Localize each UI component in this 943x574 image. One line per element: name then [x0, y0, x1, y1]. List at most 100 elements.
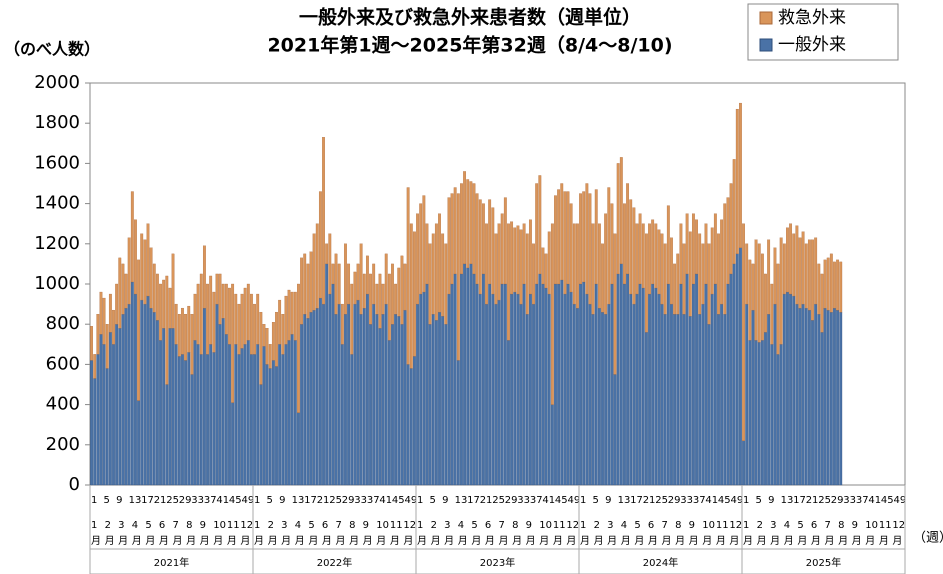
x-tick-label: 41 [379, 495, 392, 506]
bar-segment [695, 273, 698, 486]
bar-segment [811, 239, 814, 321]
bar-segment [804, 243, 808, 309]
bar-segment [610, 203, 614, 285]
x-tick-label: 17 [467, 495, 480, 506]
bar-segment [90, 326, 93, 361]
bar-segment [347, 263, 351, 305]
bar-segment [635, 223, 639, 295]
bar-segment [469, 181, 473, 265]
bar-segment [334, 313, 338, 486]
bar-segment [419, 203, 423, 295]
bar-segment [284, 295, 288, 345]
bar-segment [337, 263, 341, 305]
bar-segment [174, 303, 178, 345]
bar-segment [171, 253, 175, 329]
bar-segment [701, 303, 705, 486]
bar-segment [140, 299, 144, 486]
bar-segment [259, 384, 263, 486]
x-tick-label: 9 [605, 495, 611, 506]
bar-segment [115, 324, 119, 486]
bar-segment [713, 213, 717, 285]
bar-segment [127, 303, 131, 486]
bar-segment [491, 207, 495, 295]
bar-segment [155, 320, 159, 486]
bar-segment [795, 303, 799, 486]
month-label: 11 月 [227, 520, 240, 547]
bar-segment [701, 243, 705, 305]
bar-segment [807, 309, 811, 486]
bar-segment [666, 283, 670, 486]
bar-segment [199, 354, 203, 486]
bar-segment [760, 340, 764, 486]
bar-segment [507, 223, 510, 341]
bar-segment [582, 281, 586, 486]
bar-segment [826, 257, 830, 311]
bar-segment [676, 253, 680, 315]
bar-segment [181, 354, 184, 486]
bar-segment [181, 307, 184, 355]
bar-segment [754, 239, 758, 341]
bar-segment [190, 374, 194, 486]
y-tick-label: 1800 [34, 112, 80, 133]
bar-segment [409, 223, 413, 369]
y-tick-label: 2000 [34, 72, 80, 93]
bar-segment [212, 352, 216, 486]
bar-segment [767, 313, 771, 486]
x-tick-label: 29 [668, 495, 681, 506]
x-tick-label: 29 [342, 495, 355, 506]
bar-segment [328, 233, 332, 295]
bar-segment [256, 293, 260, 345]
bar-segment [481, 273, 485, 486]
bar-segment [174, 344, 178, 486]
bar-segment [428, 324, 432, 486]
bar-segment [162, 328, 166, 486]
bar-segment [710, 293, 714, 486]
bar-segment [193, 340, 197, 486]
month-label: 11 月 [553, 520, 566, 547]
bar-segment [550, 404, 554, 486]
bar-segment [519, 229, 523, 305]
bar-segment [253, 354, 256, 486]
bar-segment [365, 293, 369, 486]
bar-segment [485, 223, 488, 305]
bar-segment [547, 231, 551, 295]
bar-segment [115, 283, 119, 325]
bar-segment [278, 344, 282, 486]
bar-segment [682, 313, 686, 486]
bar-segment [560, 183, 564, 281]
bar-segment [472, 273, 476, 486]
bar-segment [124, 273, 128, 309]
bar-segment [394, 283, 398, 315]
bar-segment [121, 313, 125, 486]
bar-segment [557, 189, 561, 285]
bar-segment [604, 213, 608, 315]
bar-segment [792, 233, 796, 297]
bar-segment [670, 237, 673, 305]
month-label: 12 月 [729, 520, 742, 547]
bar-segment [776, 263, 780, 355]
bar-segment [309, 311, 313, 486]
bar-segment [579, 283, 582, 486]
bar-segment [676, 313, 680, 486]
x-tick-label: 49 [567, 495, 580, 506]
bar-segment [344, 313, 347, 486]
bar-segment [547, 293, 551, 486]
bar-segment [228, 287, 231, 345]
bar-segment [695, 219, 698, 275]
bar-segment [381, 283, 385, 315]
bar-segment [698, 233, 702, 315]
bar-segment [654, 223, 658, 289]
bar-segment [585, 183, 589, 295]
bar-segment [651, 219, 655, 285]
bar-segment [271, 360, 275, 486]
x-tick-label: 37 [530, 495, 543, 506]
